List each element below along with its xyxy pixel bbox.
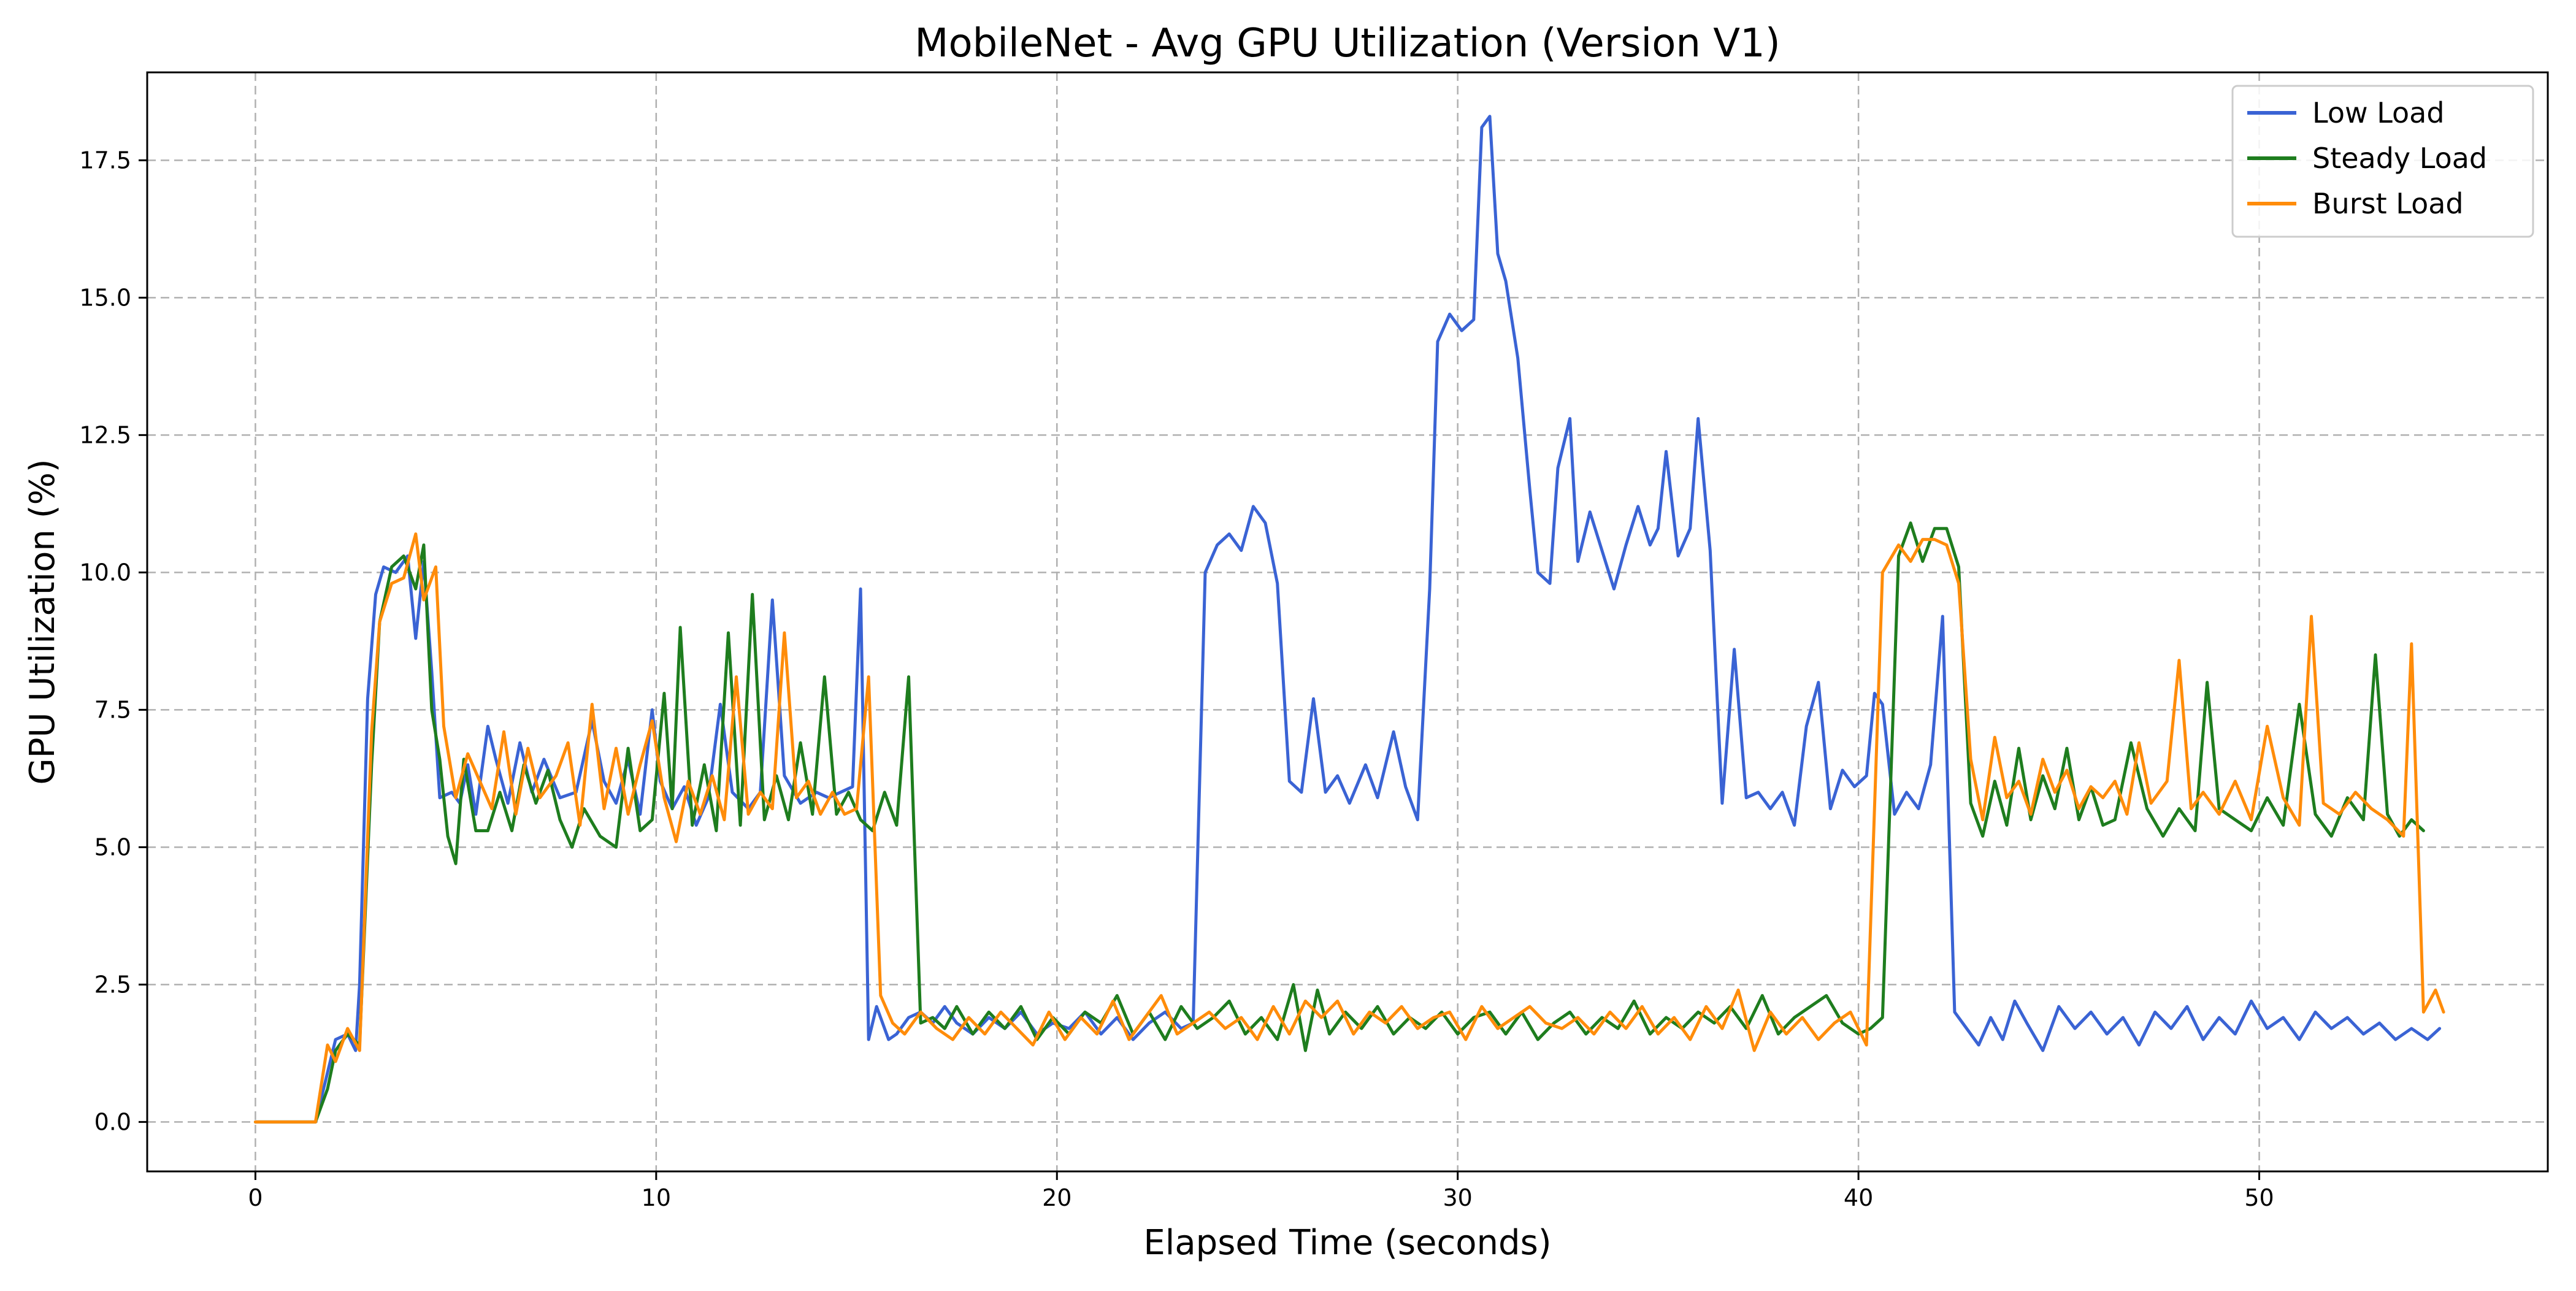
x-tick-label: 20 xyxy=(1042,1184,1071,1211)
steady-load-series-line xyxy=(253,521,2425,1124)
axis-ticks: 0 10 20 30 40 50 0.0 2.5 5.0 7.5 10.0 12.5 15.0 17.5 xyxy=(79,147,2274,1211)
x-tick-label: 10 xyxy=(642,1184,671,1211)
legend-label-steady-load: Steady Load xyxy=(2312,142,2487,175)
burst-load-series-line xyxy=(253,532,2445,1124)
y-tick-label: 2.5 xyxy=(94,971,131,998)
y-tick-label: 15.0 xyxy=(79,284,131,311)
y-tick-label: 5.0 xyxy=(94,833,131,860)
x-tick-label: 0 xyxy=(248,1184,263,1211)
low-load-series-line xyxy=(253,115,2442,1124)
y-axis-label: GPU Utilization (%) xyxy=(23,459,63,784)
y-tick-label: 7.5 xyxy=(94,696,131,723)
y-tick-label: 10.0 xyxy=(79,559,131,586)
x-axis-label: Elapsed Time (seconds) xyxy=(1143,1223,1551,1263)
legend-label-burst-load: Burst Load xyxy=(2312,187,2464,220)
x-tick-label: 30 xyxy=(1443,1184,1473,1211)
series-lines xyxy=(253,115,2445,1124)
legend-label-low-load: Low Load xyxy=(2312,96,2445,129)
plot-frame xyxy=(146,71,2549,1173)
y-tick-label: 12.5 xyxy=(79,421,131,448)
x-tick-label: 40 xyxy=(1844,1184,1873,1211)
chart-title: MobileNet - Avg GPU Utilization (Version… xyxy=(914,21,1780,66)
legend: Low Load Steady Load Burst Load xyxy=(2231,85,2534,238)
grid xyxy=(147,72,2548,1171)
legend-frame xyxy=(2231,85,2534,238)
x-tick-label: 50 xyxy=(2244,1184,2274,1211)
y-tick-label: 0.0 xyxy=(94,1108,131,1135)
y-tick-label: 17.5 xyxy=(79,147,131,174)
